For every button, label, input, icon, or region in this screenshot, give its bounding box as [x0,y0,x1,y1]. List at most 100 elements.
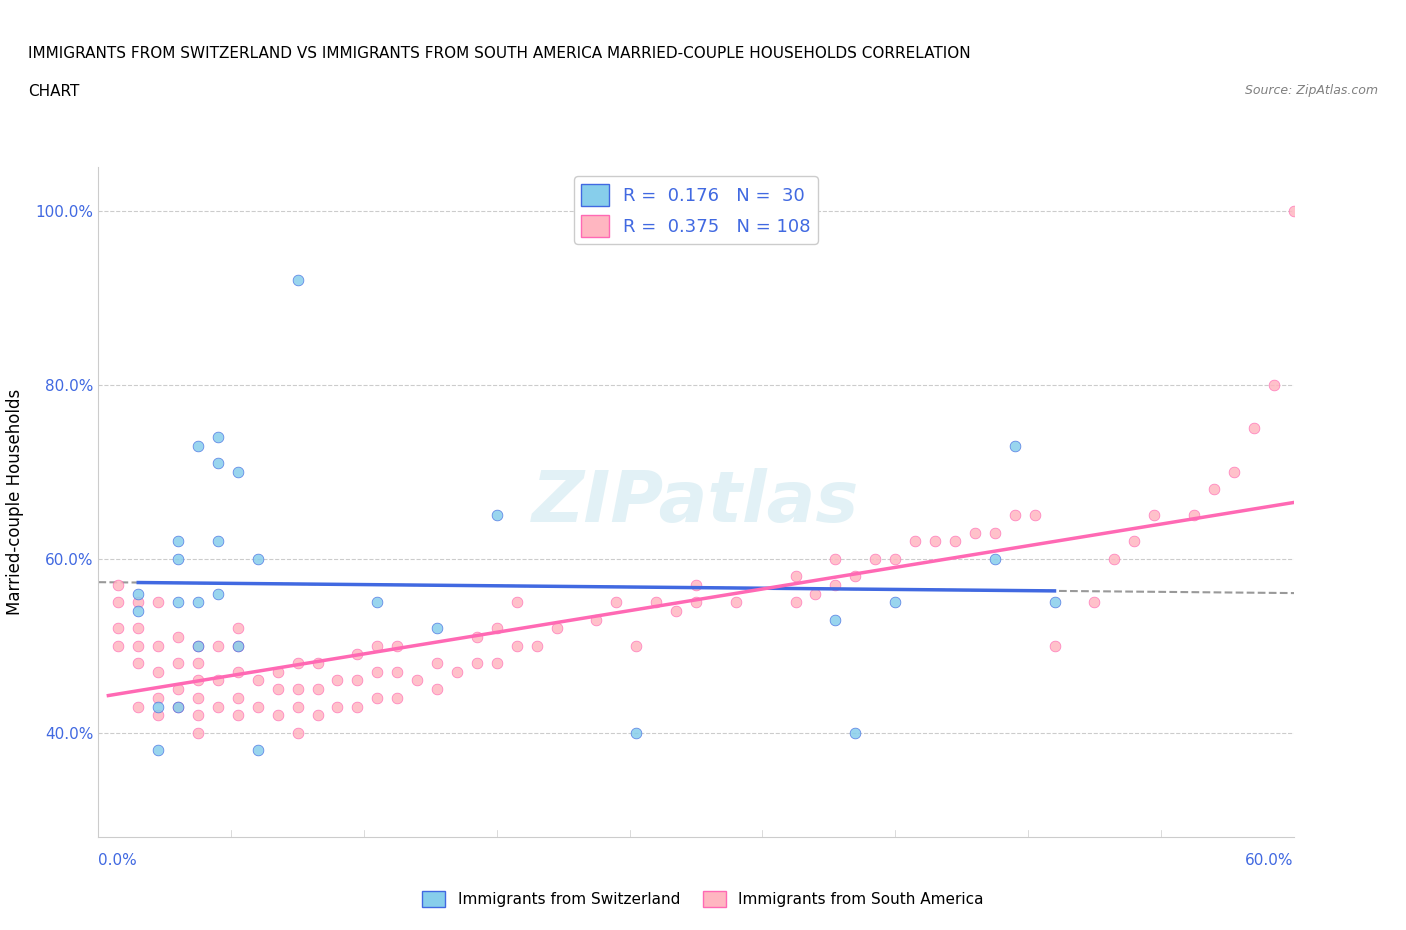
Point [267,664,290,679]
Point [1382,568,1405,583]
Point [207,638,229,653]
Point [485,656,508,671]
Text: 60.0%: 60.0% [1246,853,1294,868]
Point [148,664,170,679]
Point [246,699,269,714]
Point [226,638,249,653]
Point [207,586,229,601]
Point [1024,508,1046,523]
Point [1202,482,1225,497]
Point [863,551,886,566]
Point [824,578,846,592]
Point [187,595,209,610]
Point [207,430,229,445]
Point [187,725,209,740]
Point [187,708,209,723]
Point [1123,534,1146,549]
Point [485,621,508,636]
Point [904,534,927,549]
Point [665,604,688,618]
Point [207,673,229,688]
Point [1043,638,1066,653]
Point [287,656,309,671]
Point [366,638,388,653]
Point [226,621,249,636]
Point [426,621,449,636]
Point [226,638,249,653]
Point [685,578,707,592]
Point [287,725,309,740]
Legend: Immigrants from Switzerland, Immigrants from South America: Immigrants from Switzerland, Immigrants … [416,884,990,913]
Point [187,438,209,453]
Text: CHART: CHART [28,84,80,99]
Point [127,656,149,671]
Point [148,638,170,653]
Point [127,595,149,610]
Point [804,586,827,601]
Point [148,708,170,723]
Point [107,638,129,653]
Point [326,699,349,714]
Point [426,682,449,697]
Point [1143,508,1166,523]
Point [824,612,846,627]
Point [346,647,368,662]
Point [267,682,290,697]
Point [187,690,209,705]
Point [167,699,190,714]
Y-axis label: Married-couple Households: Married-couple Households [7,389,24,616]
Point [167,682,190,697]
Point [148,742,170,757]
Point [983,525,1005,540]
Point [148,595,170,610]
Text: Source: ZipAtlas.com: Source: ZipAtlas.com [1244,84,1378,97]
Point [127,604,149,618]
Point [1302,508,1324,523]
Point [824,551,846,566]
Point [426,656,449,671]
Point [167,551,190,566]
Point [346,699,368,714]
Point [307,656,329,671]
Point [605,595,627,610]
Point [465,656,488,671]
Point [1263,378,1285,392]
Point [785,568,807,583]
Point [884,595,907,610]
Point [187,638,209,653]
Point [307,682,329,697]
Point [246,551,269,566]
Point [346,673,368,688]
Text: IMMIGRANTS FROM SWITZERLAND VS IMMIGRANTS FROM SOUTH AMERICA MARRIED-COUPLE HOUS: IMMIGRANTS FROM SWITZERLAND VS IMMIGRANT… [28,46,970,61]
Point [446,664,468,679]
Point [785,595,807,610]
Point [287,682,309,697]
Point [246,742,269,757]
Point [167,595,190,610]
Point [485,508,508,523]
Point [1043,595,1066,610]
Point [844,568,866,583]
Point [107,578,129,592]
Point [107,621,129,636]
Point [167,534,190,549]
Point [326,673,349,688]
Point [187,673,209,688]
Point [226,664,249,679]
Point [924,534,946,549]
Point [1083,595,1105,610]
Point [1243,421,1265,436]
Point [148,690,170,705]
Point [127,638,149,653]
Point [963,525,986,540]
Point [167,630,190,644]
Point [385,690,409,705]
Point [107,595,129,610]
Point [127,699,149,714]
Point [983,551,1005,566]
Point [385,638,409,653]
Point [685,595,707,610]
Point [884,551,907,566]
Point [226,464,249,479]
Point [724,595,747,610]
